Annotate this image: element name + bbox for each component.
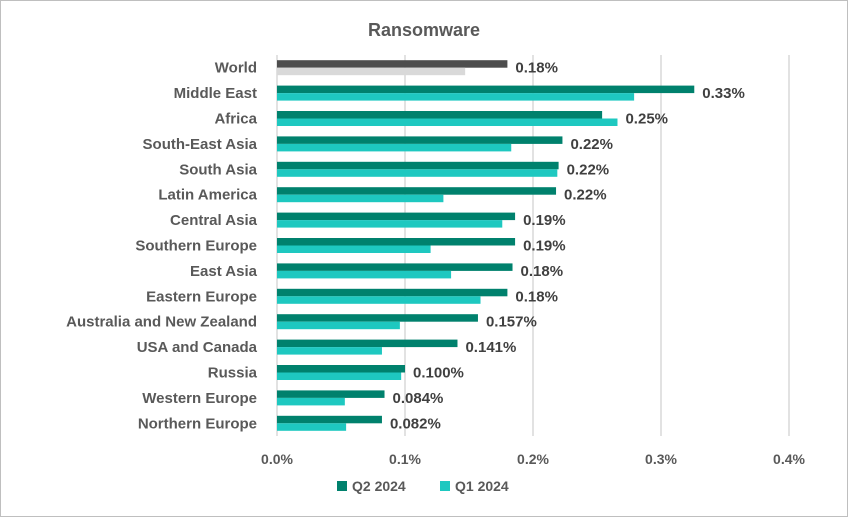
- bar-q2-2024-central-asia: [277, 212, 516, 221]
- bar-q1-2024-western-europe: [277, 397, 345, 406]
- x-tick-label: 0.3%: [645, 451, 677, 467]
- bar-q1-2024-usa-and-canada: [277, 347, 382, 355]
- bar-q2-2024-middle-east: [277, 85, 695, 94]
- bar-q1-2024-russia: [277, 372, 402, 380]
- data-label-south-east-asia: 0.22%: [570, 136, 613, 153]
- x-tick-label: 0.0%: [261, 451, 293, 467]
- category-label-southern-europe: Southern Europe: [135, 238, 257, 255]
- data-label-latin-america: 0.22%: [564, 187, 607, 204]
- data-label-usa-and-canada: 0.141%: [465, 339, 516, 356]
- bar-q2-2024-northern-europe: [277, 415, 382, 424]
- data-label-russia: 0.100%: [413, 365, 464, 382]
- bar-q1-2024-eastern-europe: [277, 296, 481, 304]
- bar-q2-2024-eastern-europe: [277, 288, 508, 297]
- chart-title: Ransomware: [368, 20, 480, 40]
- bar-q2-2024-southern-europe: [277, 238, 516, 246]
- bar-q2-2024-western-europe: [277, 390, 385, 398]
- bar-q2-2024-world: [277, 60, 508, 68]
- bar-q1-2024-middle-east: [277, 93, 635, 101]
- data-label-southern-europe: 0.19%: [523, 238, 566, 255]
- data-label-central-asia: 0.19%: [523, 212, 566, 229]
- bar-q2-2024-russia: [277, 365, 405, 373]
- category-label-western-europe: Western Europe: [142, 390, 257, 407]
- category-label-south-east-asia: South-East Asia: [143, 136, 258, 153]
- x-tick-labels: 0.0% 0.1% 0.2% 0.3% 0.4%: [261, 451, 805, 467]
- category-label-eastern-europe: Eastern Europe: [146, 288, 257, 305]
- category-label-south-asia: South Asia: [179, 161, 257, 178]
- data-label-south-asia: 0.22%: [567, 161, 610, 178]
- data-label-east-asia: 0.18%: [521, 263, 564, 280]
- x-tick-label: 0.4%: [773, 451, 805, 467]
- legend-swatch-q2-2024: [337, 481, 347, 491]
- data-label-northern-europe: 0.082%: [390, 415, 441, 432]
- data-label-middle-east: 0.33%: [702, 85, 745, 102]
- data-label-eastern-europe: 0.18%: [515, 288, 558, 305]
- data-label-australia-and-new-zealand: 0.157%: [486, 314, 537, 331]
- bar-q2-2024-south-east-asia: [277, 136, 563, 144]
- category-label-africa: Africa: [214, 111, 257, 128]
- bar-q1-2024-latin-america: [277, 194, 444, 203]
- x-tick-label: 0.1%: [389, 451, 421, 467]
- bar-q1-2024-southern-europe: [277, 245, 431, 253]
- category-label-world: World: [215, 60, 257, 77]
- bar-q1-2024-south-asia: [277, 169, 558, 177]
- legend-swatch-q1-2024: [440, 481, 450, 491]
- category-label-australia-and-new-zealand: Australia and New Zealand: [66, 314, 257, 331]
- category-label-east-asia: East Asia: [190, 263, 258, 280]
- category-label-russia: Russia: [208, 365, 258, 382]
- legend-label-q2-2024: Q2 2024: [352, 478, 406, 494]
- bar-q2-2024-africa: [277, 111, 603, 119]
- bars: [277, 60, 695, 431]
- bar-q2-2024-south-asia: [277, 161, 559, 170]
- bar-q2-2024-latin-america: [277, 187, 557, 195]
- bar-q1-2024-world: [277, 67, 466, 76]
- bar-q1-2024-northern-europe: [277, 423, 347, 431]
- bar-q1-2024-central-asia: [277, 220, 503, 228]
- bar-q2-2024-australia-and-new-zealand: [277, 314, 478, 322]
- category-label-latin-america: Latin America: [158, 187, 257, 204]
- category-label-northern-europe: Northern Europe: [138, 415, 257, 432]
- category-labels: World Middle East Africa South-East Asia Sou…: [66, 60, 258, 433]
- data-label-western-europe: 0.084%: [393, 390, 444, 407]
- bar-q2-2024-east-asia: [277, 263, 513, 271]
- legend: Q2 2024 Q1 2024: [337, 478, 509, 494]
- bar-q2-2024-usa-and-canada: [277, 339, 458, 348]
- bar-q1-2024-australia-and-new-zealand: [277, 321, 400, 330]
- data-label-world: 0.18%: [515, 60, 558, 77]
- category-label-usa-and-canada: USA and Canada: [137, 339, 258, 356]
- data-labels: 0.18% 0.33% 0.25% 0.22% 0.22% 0.22% 0.19% 0.19%…: [390, 60, 745, 433]
- category-label-central-asia: Central Asia: [170, 212, 258, 229]
- bar-q1-2024-south-east-asia: [277, 143, 512, 152]
- category-label-middle-east: Middle East: [174, 85, 257, 102]
- bar-q1-2024-africa: [277, 118, 618, 126]
- bar-q1-2024-east-asia: [277, 270, 452, 279]
- legend-label-q1-2024: Q1 2024: [455, 478, 509, 494]
- x-tick-label: 0.2%: [517, 451, 549, 467]
- data-label-africa: 0.25%: [625, 111, 668, 128]
